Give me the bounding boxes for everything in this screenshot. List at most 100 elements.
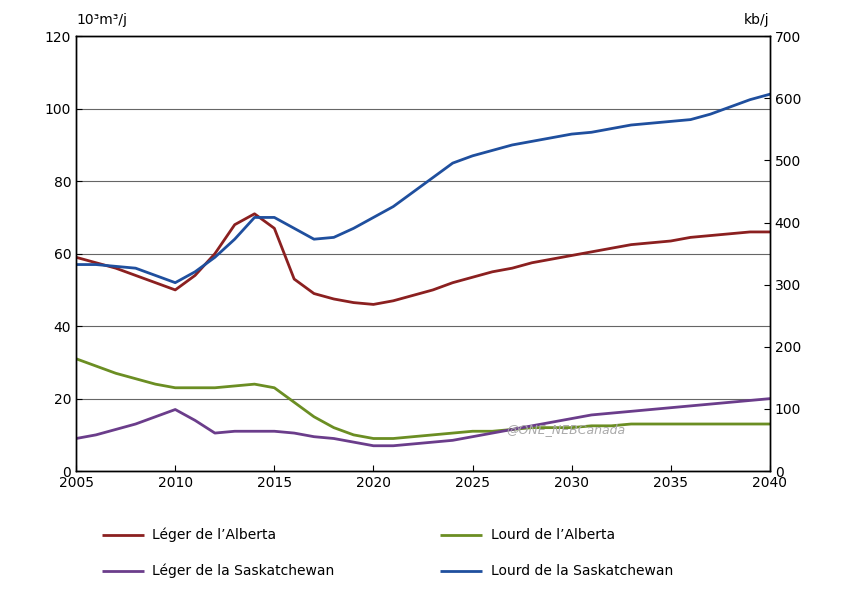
Léger de l’Alberta <box>170 286 180 294</box>
Lourd de la Saskatchewan <box>666 118 676 125</box>
Lourd de la Saskatchewan <box>725 103 735 111</box>
Lourd de l’Alberta <box>309 413 319 420</box>
Lourd de l’Alberta <box>349 431 359 439</box>
Léger de l’Alberta <box>567 252 577 259</box>
Lourd de la Saskatchewan <box>487 147 497 154</box>
Léger de l’Alberta <box>269 225 279 232</box>
Lourd de l’Alberta <box>368 435 378 442</box>
Léger de la Saskatchewan <box>71 435 81 442</box>
Lourd de l’Alberta <box>468 428 478 435</box>
Léger de l’Alberta <box>368 301 378 308</box>
Lourd de l’Alberta <box>607 422 617 429</box>
Text: Lourd de l’Alberta: Lourd de l’Alberta <box>491 527 615 542</box>
Lourd de l’Alberta <box>507 426 517 433</box>
Line: Léger de l’Alberta: Léger de l’Alberta <box>76 214 770 304</box>
Léger de l’Alberta <box>685 234 695 241</box>
Léger de l’Alberta <box>448 279 458 286</box>
Léger de la Saskatchewan <box>309 433 319 440</box>
Lourd de la Saskatchewan <box>507 141 517 149</box>
Lourd de la Saskatchewan <box>91 261 101 268</box>
Léger de la Saskatchewan <box>329 435 339 442</box>
Léger de l’Alberta <box>507 265 517 272</box>
Léger de l’Alberta <box>71 254 81 261</box>
Lourd de l’Alberta <box>71 355 81 362</box>
Léger de la Saskatchewan <box>645 406 656 413</box>
Lourd de la Saskatchewan <box>626 121 636 129</box>
Léger de la Saskatchewan <box>408 440 418 448</box>
Léger de l’Alberta <box>388 297 398 304</box>
Léger de la Saskatchewan <box>151 413 161 420</box>
Lourd de la Saskatchewan <box>269 214 279 221</box>
Léger de la Saskatchewan <box>170 406 180 413</box>
Lourd de la Saskatchewan <box>151 272 161 279</box>
Lourd de l’Alberta <box>706 420 716 428</box>
Lourd de la Saskatchewan <box>229 236 239 243</box>
Léger de l’Alberta <box>607 245 617 252</box>
Léger de la Saskatchewan <box>666 404 676 411</box>
Léger de l’Alberta <box>706 232 716 239</box>
Lourd de l’Alberta <box>586 422 596 429</box>
Léger de la Saskatchewan <box>349 439 359 446</box>
Lourd de l’Alberta <box>567 424 577 431</box>
Lourd de l’Alberta <box>130 375 140 382</box>
Text: 10³m³/j: 10³m³/j <box>76 13 127 27</box>
Léger de la Saskatchewan <box>428 439 438 446</box>
Lourd de la Saskatchewan <box>130 265 140 272</box>
Lourd de la Saskatchewan <box>349 225 359 232</box>
Lourd de l’Alberta <box>289 399 299 406</box>
Léger de l’Alberta <box>250 210 260 217</box>
Léger de l’Alberta <box>487 268 497 275</box>
Léger de la Saskatchewan <box>567 415 577 422</box>
Léger de l’Alberta <box>666 237 676 245</box>
Lourd de la Saskatchewan <box>71 261 81 268</box>
Léger de l’Alberta <box>289 275 299 283</box>
Text: @ONE_NEBCanada: @ONE_NEBCanada <box>506 423 625 436</box>
Lourd de l’Alberta <box>269 384 279 391</box>
Léger de la Saskatchewan <box>388 442 398 449</box>
Lourd de la Saskatchewan <box>190 268 201 275</box>
Lourd de la Saskatchewan <box>289 225 299 232</box>
Léger de la Saskatchewan <box>626 408 636 415</box>
Léger de l’Alberta <box>309 290 319 297</box>
Lourd de l’Alberta <box>725 420 735 428</box>
Léger de la Saskatchewan <box>706 400 716 408</box>
Léger de l’Alberta <box>626 241 636 248</box>
Léger de l’Alberta <box>229 221 239 228</box>
Line: Lourd de la Saskatchewan: Lourd de la Saskatchewan <box>76 94 770 283</box>
Lourd de la Saskatchewan <box>388 203 398 210</box>
Lourd de l’Alberta <box>527 424 537 431</box>
Text: Lourd de la Saskatchewan: Lourd de la Saskatchewan <box>491 564 673 578</box>
Line: Lourd de l’Alberta: Lourd de l’Alberta <box>76 359 770 439</box>
Léger de la Saskatchewan <box>190 417 201 424</box>
Text: Léger de la Saskatchewan: Léger de la Saskatchewan <box>152 564 334 578</box>
Lourd de la Saskatchewan <box>706 111 716 118</box>
Léger de la Saskatchewan <box>111 426 121 433</box>
Léger de la Saskatchewan <box>607 410 617 417</box>
Lourd de l’Alberta <box>547 424 557 431</box>
Lourd de la Saskatchewan <box>250 214 260 221</box>
Lourd de la Saskatchewan <box>309 236 319 243</box>
Léger de la Saskatchewan <box>468 433 478 440</box>
Léger de la Saskatchewan <box>250 428 260 435</box>
Léger de la Saskatchewan <box>527 422 537 429</box>
Lourd de la Saskatchewan <box>210 254 220 261</box>
Lourd de la Saskatchewan <box>547 134 557 141</box>
Léger de l’Alberta <box>408 292 418 299</box>
Lourd de la Saskatchewan <box>468 152 478 159</box>
Lourd de l’Alberta <box>91 362 101 370</box>
Léger de l’Alberta <box>111 265 121 272</box>
Léger de la Saskatchewan <box>269 428 279 435</box>
Lourd de l’Alberta <box>329 424 339 431</box>
Léger de l’Alberta <box>349 299 359 306</box>
Léger de l’Alberta <box>765 228 775 236</box>
Lourd de la Saskatchewan <box>428 174 438 181</box>
Lourd de l’Alberta <box>408 433 418 440</box>
Line: Léger de la Saskatchewan: Léger de la Saskatchewan <box>76 399 770 446</box>
Lourd de la Saskatchewan <box>645 120 656 127</box>
Lourd de la Saskatchewan <box>368 214 378 221</box>
Lourd de l’Alberta <box>626 420 636 428</box>
Léger de la Saskatchewan <box>487 429 497 437</box>
Léger de l’Alberta <box>527 259 537 266</box>
Léger de la Saskatchewan <box>289 429 299 437</box>
Léger de l’Alberta <box>586 248 596 255</box>
